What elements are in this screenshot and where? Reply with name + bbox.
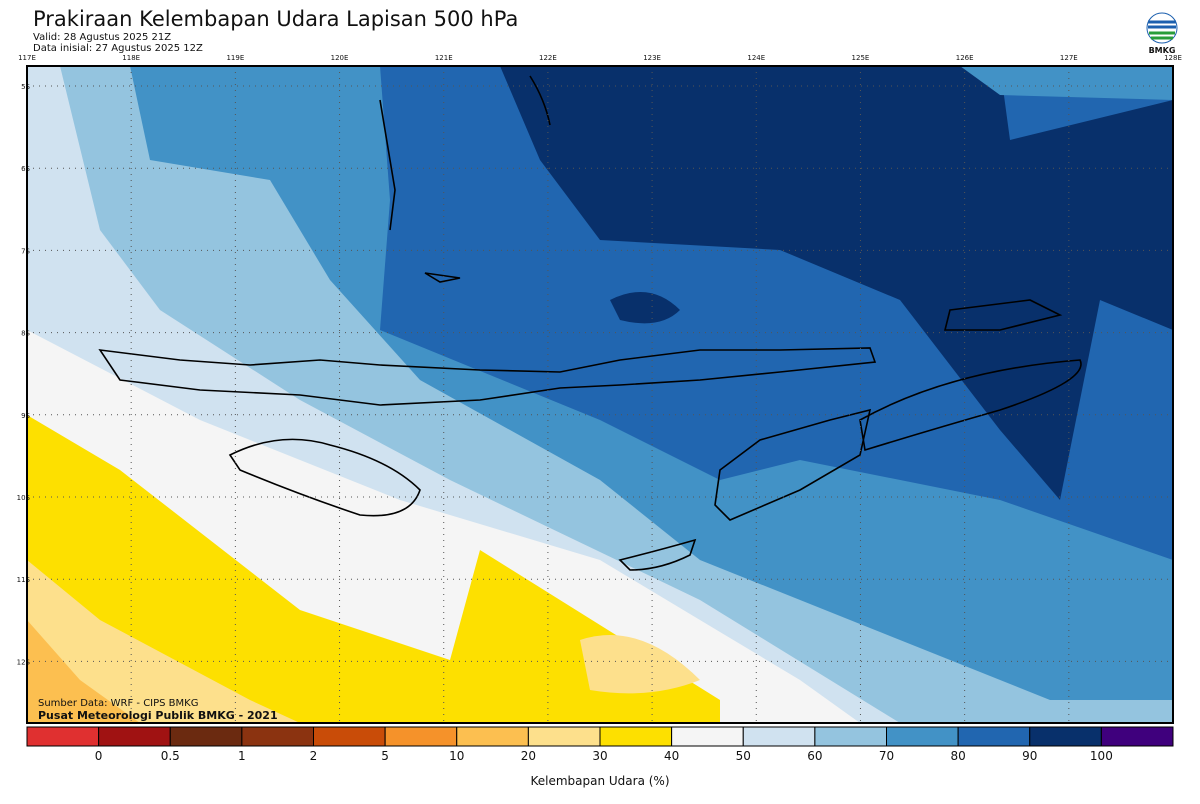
colorbar-label: 30 bbox=[592, 749, 607, 763]
colorbar-label: 40 bbox=[664, 749, 679, 763]
colorbar-label: 20 bbox=[521, 749, 536, 763]
colorbar: 0 0.5 1 2 5 10 20 30 40 50 60 70 80 90 100 bbox=[26, 726, 1174, 763]
lon-label: 121E bbox=[435, 54, 453, 62]
lat-label: 8S bbox=[21, 330, 30, 338]
lat-label: 7S bbox=[21, 247, 30, 255]
lon-label: 128E bbox=[1164, 54, 1182, 62]
colorbar-swatch bbox=[957, 726, 1031, 747]
lon-label: 120E bbox=[331, 54, 349, 62]
colorbar-swatch bbox=[169, 726, 243, 747]
lon-label: 118E bbox=[122, 54, 140, 62]
data-source: Sumber Data: WRF - CIPS BMKG bbox=[38, 698, 198, 709]
lat-label: 11S bbox=[17, 576, 31, 584]
lon-label: 117E bbox=[18, 54, 36, 62]
lon-label: 123E bbox=[643, 54, 661, 62]
colorbar-label: 10 bbox=[449, 749, 464, 763]
colorbar-swatch bbox=[527, 726, 601, 747]
colorbar-swatch bbox=[26, 726, 100, 747]
valid-time: Valid: 28 Agustus 2025 21Z bbox=[33, 32, 171, 43]
colorbar-label: 50 bbox=[736, 749, 751, 763]
coastlines bbox=[98, 75, 1082, 571]
lon-label: 122E bbox=[539, 54, 557, 62]
colorbar-swatch bbox=[886, 726, 959, 747]
colorbar-swatch bbox=[384, 726, 458, 747]
colorbar-title: Kelembapan Udara (%) bbox=[530, 774, 669, 788]
humidity-field bbox=[27, 66, 1173, 723]
colorbar-label: 5 bbox=[381, 749, 389, 763]
graticule: 117E 118E 119E 120E 121E 122E 123E 124E 125E 126E… bbox=[17, 54, 1182, 723]
lon-label: 119E bbox=[226, 54, 244, 62]
lat-label: 12S bbox=[17, 658, 31, 666]
lat-label: 9S bbox=[21, 412, 30, 420]
colorbar-label: 80 bbox=[950, 749, 965, 763]
colorbar-swatch bbox=[456, 726, 529, 747]
colorbar-label: 2 bbox=[310, 749, 318, 763]
colorbar-label: 0 bbox=[95, 749, 103, 763]
colorbar-swatch bbox=[814, 726, 887, 747]
initial-time: Data inisial: 27 Agustus 2025 12Z bbox=[33, 43, 203, 54]
logo-text: BMKG bbox=[1149, 46, 1176, 55]
colorbar-label: 0.5 bbox=[161, 749, 180, 763]
colorbar-label: 90 bbox=[1022, 749, 1037, 763]
colorbar-label: 70 bbox=[879, 749, 894, 763]
lon-label: 125E bbox=[852, 54, 870, 62]
colorbar-label: 60 bbox=[807, 749, 822, 763]
producer: Pusat Meteorologi Publik BMKG - 2021 bbox=[38, 709, 278, 722]
colorbar-swatch bbox=[241, 726, 314, 747]
colorbar-swatch bbox=[98, 726, 171, 747]
lon-label: 126E bbox=[956, 54, 974, 62]
colorbar-swatch bbox=[599, 726, 673, 747]
colorbar-swatch bbox=[1029, 726, 1102, 747]
colorbar-swatch bbox=[313, 726, 386, 747]
colorbar-swatch bbox=[742, 726, 816, 747]
colorbar-label: 1 bbox=[238, 749, 246, 763]
colorbar-swatch bbox=[671, 726, 744, 747]
colorbar-label: 100 bbox=[1090, 749, 1113, 763]
lon-label: 127E bbox=[1060, 54, 1078, 62]
lat-label: 5S bbox=[21, 83, 30, 91]
map-frame bbox=[26, 65, 1174, 724]
lat-label: 10S bbox=[17, 494, 31, 502]
colorbar-swatch bbox=[1100, 726, 1174, 747]
title: Prakiraan Kelembapan Udara Lapisan 500 h… bbox=[33, 7, 518, 31]
logo: BMKG bbox=[1146, 12, 1178, 55]
lon-label: 124E bbox=[747, 54, 765, 62]
lat-label: 6S bbox=[21, 165, 30, 173]
